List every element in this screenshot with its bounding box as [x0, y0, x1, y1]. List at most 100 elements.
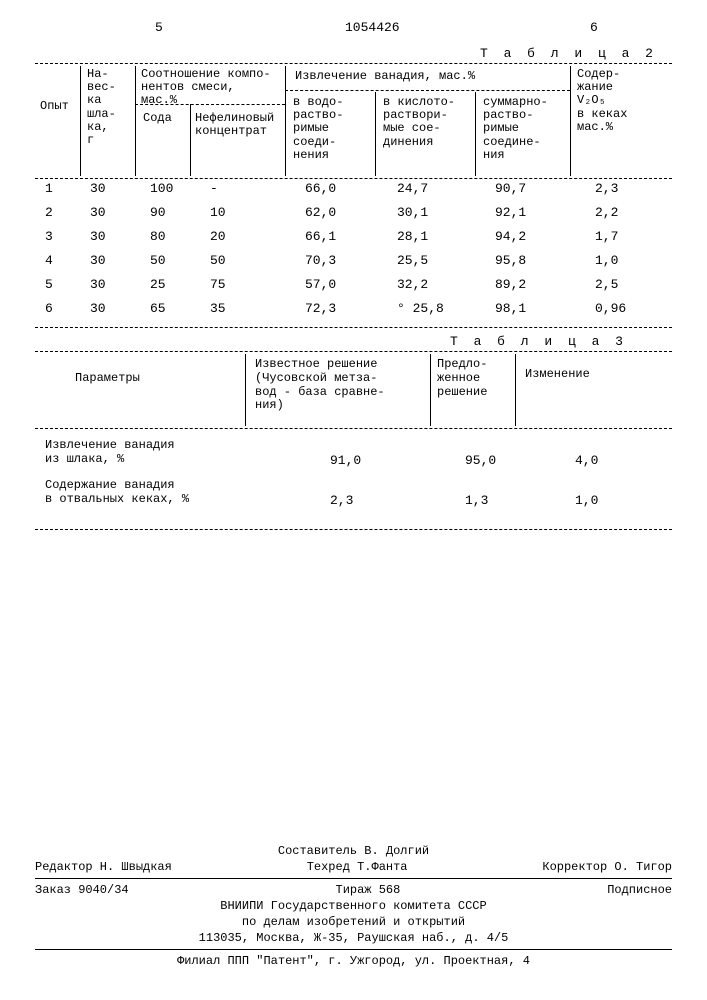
row-label: Извлечение ванадия из шлака, % — [45, 439, 175, 467]
cell: 32,2 — [397, 277, 452, 292]
sostavitel: Составитель В. Долгий — [35, 844, 672, 858]
page-header: 5 1054426 6 — [35, 20, 672, 40]
divider — [35, 428, 672, 429]
table2-label: Т а б л и ц а 2 — [35, 46, 672, 61]
hdr-izvlechenie: Извлечение ванадия, мас.% — [295, 70, 475, 83]
cell: 72,3 — [305, 301, 360, 316]
podpisnoe: Подписное — [607, 883, 672, 897]
org2: по делам изобретений и открытий — [35, 915, 672, 929]
row-label: Содержание ванадия в отвальных кеках, % — [45, 479, 189, 507]
cell: 1 — [45, 181, 80, 196]
doc-number: 1054426 — [345, 20, 400, 35]
cell: 95,0 — [465, 453, 496, 468]
cell: 30 — [90, 277, 135, 292]
cell: 95,8 — [495, 253, 550, 268]
cell: 1,3 — [465, 493, 488, 508]
tirazh: Тираж 568 — [336, 883, 401, 897]
cell: 10 — [210, 205, 260, 220]
hdr-sootnoshenie: Соотношение компо- нентов смеси, мас.% — [141, 68, 271, 108]
hdr-izvestnoe: Известное решение (Чусовской метза- вод … — [255, 358, 385, 413]
cell: 25,5 — [397, 253, 452, 268]
divider — [35, 351, 672, 352]
cell: 5 — [45, 277, 80, 292]
cell: 89,2 — [495, 277, 550, 292]
cell: 30 — [90, 205, 135, 220]
table3-label: Т а б л и ц а 3 — [35, 334, 672, 349]
divider — [35, 178, 672, 179]
hdr-vodo: в водо- раство- римые соеди- нения — [293, 96, 343, 162]
cell: 90 — [150, 205, 195, 220]
cell: 24,7 — [397, 181, 452, 196]
table-row: 3 30 80 20 66,1 28,1 94,2 1,7 — [35, 229, 672, 253]
divider — [35, 327, 672, 328]
hdr-summarno: суммарно- раство- римые соедине- ния — [483, 96, 548, 162]
cell: 30 — [90, 253, 135, 268]
cell: 2,2 — [595, 205, 650, 220]
hdr-izmenenie: Изменение — [525, 368, 590, 382]
cell: 30 — [90, 301, 135, 316]
hdr-nefelin: Нефелиновый концентрат — [195, 112, 274, 138]
cell: 94,2 — [495, 229, 550, 244]
cell: 66,0 — [305, 181, 360, 196]
divider — [35, 63, 672, 64]
footer: Составитель В. Долгий Редактор Н. Швыдка… — [35, 842, 672, 970]
org1: ВНИИПИ Государственного комитета СССР — [35, 899, 672, 913]
zakaz: Заказ 9040/34 — [35, 883, 129, 897]
cell: 50 — [150, 253, 195, 268]
table-row: 1 30 100- 66,0 24,7 90,7 2,3 — [35, 181, 672, 205]
hdr-opyt: Опыт — [40, 100, 69, 113]
cell: 80 — [150, 229, 195, 244]
table-row: 2 30 90 10 62,0 30,1 92,1 2,2 — [35, 205, 672, 229]
cell: 4,0 — [575, 453, 598, 468]
cell: 1,7 — [595, 229, 650, 244]
cell: 2 — [45, 205, 80, 220]
cell: 4 — [45, 253, 80, 268]
cell: 2,3 — [595, 181, 650, 196]
cell: 6 — [45, 301, 80, 316]
cell: 35 — [210, 301, 260, 316]
cell: - — [210, 181, 260, 196]
cell: 91,0 — [330, 453, 361, 468]
table2-header: Опыт На- вес- ка шла- ка, г Соотношение … — [35, 66, 672, 176]
cell: ° 25,8 — [397, 301, 452, 316]
cell: 1,0 — [575, 493, 598, 508]
cell: 30,1 — [397, 205, 452, 220]
cell: 2,5 — [595, 277, 650, 292]
korrektor: Корректор О. Тигор — [542, 860, 672, 874]
divider — [35, 529, 672, 530]
hdr-kisloto: в кислото- раствори- мые сое- динения — [383, 96, 455, 149]
table2-body: 1 30 100- 66,0 24,7 90,7 2,3 2 30 90 10 62,0 30,1 92,… — [35, 181, 672, 325]
table-row: Содержание ванадия в отвальных кеках, %2… — [35, 479, 672, 519]
cell: 65 — [150, 301, 195, 316]
cell: 20 — [210, 229, 260, 244]
table-row: 530257557,032,289,22,5 — [35, 277, 672, 301]
table-row: 4 30 50 50 70,3 25,5 95,8 1,0 — [35, 253, 672, 277]
hdr-soda: Сода — [143, 112, 172, 125]
cell: 92,1 — [495, 205, 550, 220]
cell: 30 — [90, 181, 135, 196]
cell: 100 — [150, 181, 195, 196]
cell: 98,1 — [495, 301, 550, 316]
hdr-predlozh: Предло- женное решение — [437, 358, 487, 399]
cell: 57,0 — [305, 277, 360, 292]
cell: 1,0 — [595, 253, 650, 268]
addr1: 113035, Москва, Ж-35, Раушская наб., д. … — [35, 931, 672, 945]
cell: 62,0 — [305, 205, 360, 220]
table-row: 6 30 65 35 72,3 ° 25,8 98,1 0,96 — [35, 301, 672, 325]
col-num-left: 5 — [155, 20, 163, 35]
cell: 50 — [210, 253, 260, 268]
cell: 3 — [45, 229, 80, 244]
table-row: Извлечение ванадия из шлака, % 91,0 95,0 4,… — [35, 439, 672, 479]
cell: 70,3 — [305, 253, 360, 268]
cell: 28,1 — [397, 229, 452, 244]
cell: 75 — [210, 277, 260, 292]
cell: 66,1 — [305, 229, 360, 244]
cell: 30 — [90, 229, 135, 244]
tehred: Техред Т.Фанта — [307, 860, 408, 874]
hdr-soderzh: Содер- жание V₂O₅ в кеках мас.% — [577, 68, 627, 134]
table3-body: Извлечение ванадия из шлака, % 91,0 95,0 4,… — [35, 439, 672, 519]
cell: 0,96 — [595, 301, 650, 316]
col-num-right: 6 — [590, 20, 598, 35]
cell: 90,7 — [495, 181, 550, 196]
hdr-naveska: На- вес- ка шла- ка, г — [87, 68, 116, 147]
